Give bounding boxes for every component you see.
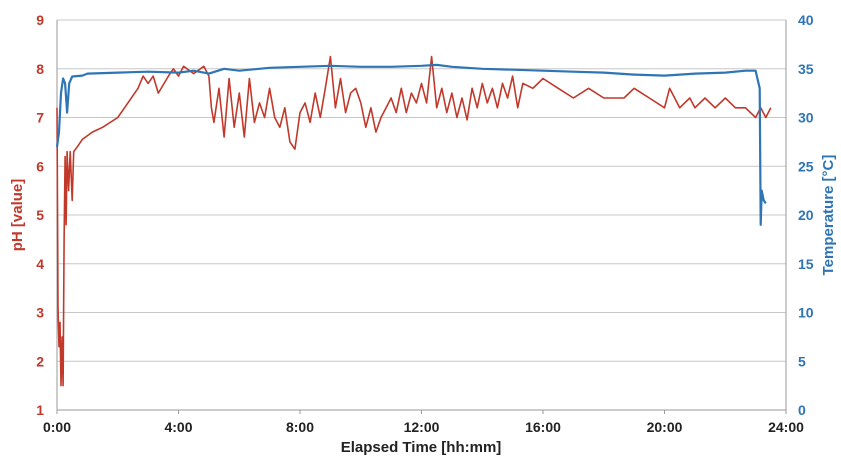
x-tick-label: 0:00 <box>43 419 71 435</box>
x-tick-label: 4:00 <box>164 419 192 435</box>
x-tick-label: 16:00 <box>525 419 561 435</box>
x-axis-title: Elapsed Time [hh:mm] <box>341 439 502 456</box>
tick-labels: 1 2 3 4 5 6 7 8 9 0 5 10 15 20 25 30 35 40 0:00 4:00 8:00 12:… <box>36 12 814 435</box>
right-tick-label: 0 <box>798 402 806 418</box>
left-tick-label: 8 <box>36 61 44 77</box>
left-tick-label: 9 <box>36 12 44 28</box>
right-tick-label: 35 <box>798 61 814 77</box>
right-tick-label: 15 <box>798 256 814 272</box>
right-tick-label: 20 <box>798 207 814 223</box>
left-tick-label: 7 <box>36 110 44 126</box>
left-tick-label: 2 <box>36 353 44 369</box>
right-tick-label: 30 <box>798 110 814 126</box>
x-tick-label: 8:00 <box>286 419 314 435</box>
right-tick-label: 40 <box>798 12 814 28</box>
left-tick-label: 3 <box>36 305 44 321</box>
x-tick-label: 20:00 <box>647 419 683 435</box>
right-tick-label: 25 <box>798 158 814 174</box>
left-axis-title: pH [value] <box>9 179 26 252</box>
ph-series-line <box>56 55 772 387</box>
series <box>55 55 772 387</box>
x-tick-label: 24:00 <box>768 419 804 435</box>
left-tick-label: 5 <box>36 207 44 223</box>
right-tick-label: 5 <box>798 353 806 369</box>
right-tick-label: 10 <box>798 305 814 321</box>
left-tick-label: 6 <box>36 158 44 174</box>
left-tick-label: 1 <box>36 402 44 418</box>
x-tick-label: 12:00 <box>404 419 440 435</box>
right-axis-title: Temperature [°C] <box>820 155 837 276</box>
left-tick-label: 4 <box>36 256 44 272</box>
temperature-series-line <box>55 63 767 226</box>
gridlines <box>57 19 786 411</box>
